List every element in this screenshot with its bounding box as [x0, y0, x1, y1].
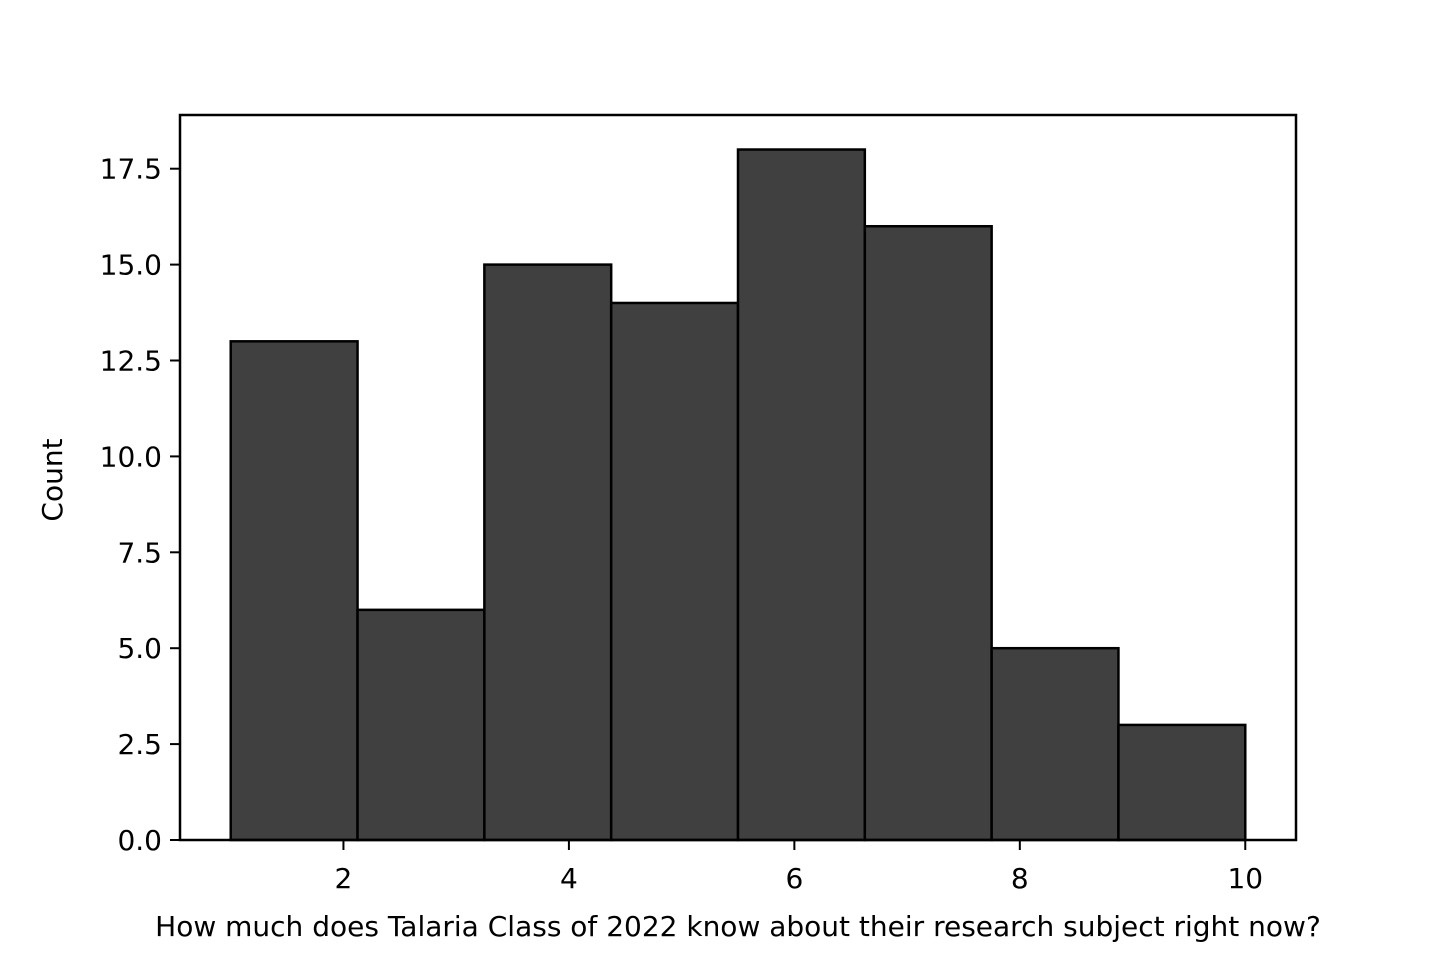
bar — [1117, 723, 1247, 842]
y-tick-label: 17.5 — [100, 153, 162, 186]
y-tick-label: 2.5 — [117, 728, 162, 761]
bar — [609, 301, 740, 842]
plot-frame — [178, 113, 1298, 842]
bar — [229, 340, 359, 842]
bar — [483, 263, 613, 842]
x-tick-label: 10 — [1227, 862, 1263, 895]
y-tick-label: 10.0 — [100, 440, 162, 473]
y-tick-label: 12.5 — [100, 345, 162, 378]
y-tick-label: 5.0 — [117, 632, 162, 665]
y-tick-label: 7.5 — [117, 536, 162, 569]
bar — [990, 646, 1120, 842]
x-tick-label: 4 — [560, 862, 578, 895]
x-tick-label: 8 — [1011, 862, 1029, 895]
x-tick-label: 6 — [785, 862, 803, 895]
y-tick-label: 0.0 — [117, 824, 162, 857]
x-tick-label: 2 — [335, 862, 353, 895]
y-tick-label: 15.0 — [100, 249, 162, 282]
bar — [356, 608, 486, 842]
bar — [736, 148, 867, 842]
x-axis-label: How much does Talaria Class of 2022 know… — [155, 910, 1321, 943]
bar — [863, 224, 993, 842]
y-axis-label: Count — [36, 438, 69, 521]
